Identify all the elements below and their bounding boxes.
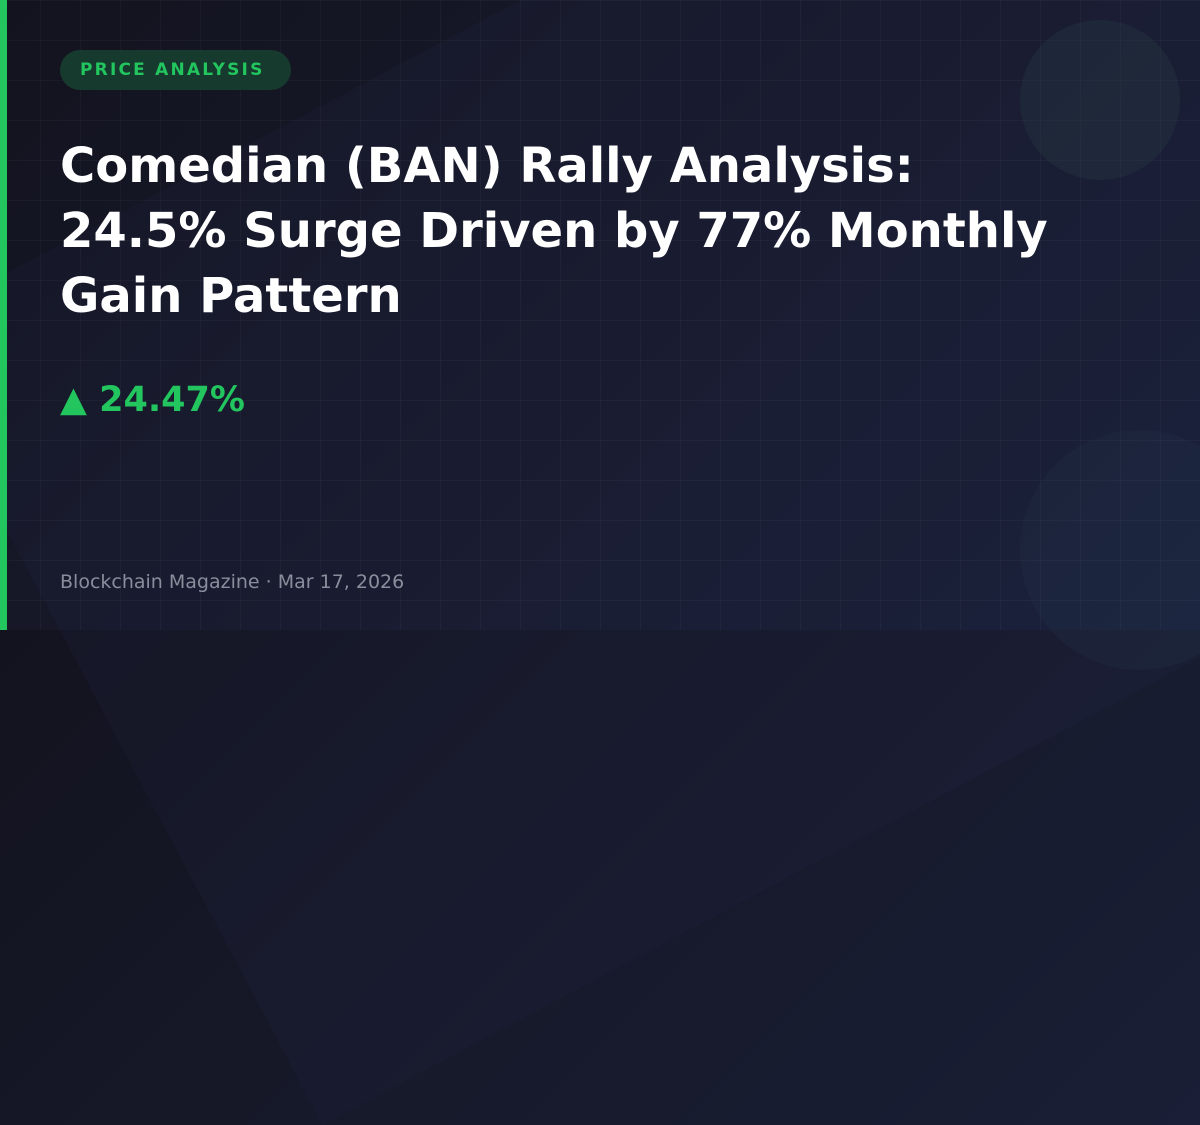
accent-bar xyxy=(0,0,7,630)
arrow-up-icon: ▲ xyxy=(60,380,87,420)
price-change: ▲ 24.47% xyxy=(60,380,245,420)
byline: Blockchain Magazine · Mar 17, 2026 xyxy=(60,571,405,593)
headline: Comedian (BAN) Rally Analysis: 24.5% Sur… xyxy=(60,138,1048,324)
background-grid xyxy=(0,0,1200,630)
decorative-circle xyxy=(1020,20,1180,180)
price-change-value: 24.47% xyxy=(99,380,245,420)
category-badge: PRICE ANALYSIS xyxy=(60,50,291,90)
